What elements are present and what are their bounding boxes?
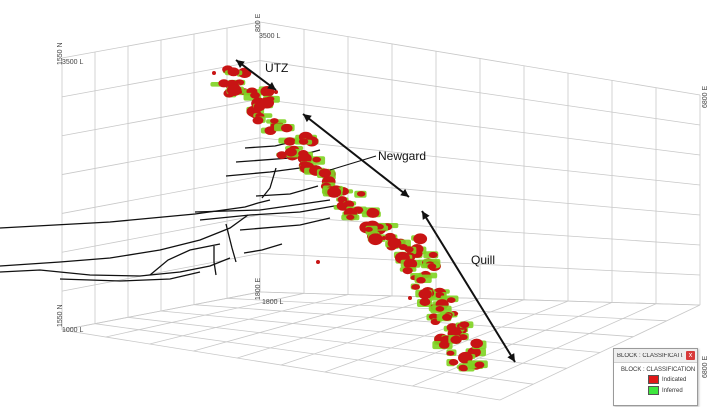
- close-icon[interactable]: x: [686, 351, 695, 360]
- newgard-arrow: [302, 113, 410, 198]
- axis-label-top-center-elev: 3500 L: [259, 33, 281, 40]
- zone-arrows: [235, 59, 516, 363]
- ore-block-model: [210, 65, 488, 372]
- legend-label-inferred: Inferred: [662, 387, 683, 394]
- axis-label-mid-center-east: 1800 E: [255, 277, 262, 300]
- axis-label-top-center-east: 800 E: [255, 13, 262, 32]
- axis-label-mid-center-elev: 1800 L: [262, 299, 284, 306]
- legend-swatch-indicated: [648, 375, 659, 384]
- legend-title: BLOCK : CLASSIFICATI...: [617, 352, 683, 359]
- arrowheads: [236, 60, 515, 362]
- utz-arrow: [235, 59, 277, 91]
- grid-box: [61, 21, 701, 401]
- axis-label-left-top-north: 1550 N: [57, 42, 64, 65]
- newgard-pointer: [329, 155, 377, 171]
- legend-item-inferred: Inferred: [648, 386, 697, 395]
- axis-label-left-bottom-north: 1550 N: [57, 304, 64, 327]
- legend-swatch-inferred: [648, 386, 659, 395]
- mine-workings: [0, 139, 341, 282]
- label-quill: Quill: [471, 253, 495, 267]
- quill-arrow: [421, 210, 516, 363]
- label-newgard: Newgard: [378, 149, 426, 163]
- axis-label-right-top-east: 6800 E: [702, 85, 709, 108]
- legend-header[interactable]: BLOCK : CLASSIFICATI... x: [614, 349, 697, 363]
- axis-label-right-bottom-east: 6800 E: [702, 355, 709, 378]
- legend-panel[interactable]: BLOCK : CLASSIFICATI... x BLOCK : CLASSI…: [613, 348, 698, 406]
- legend-item-indicated: Indicated: [648, 375, 697, 384]
- label-utz: UTZ: [265, 61, 288, 75]
- legend-label-indicated: Indicated: [662, 376, 687, 383]
- legend-subtitle: BLOCK : CLASSIFICATION: [621, 367, 696, 373]
- axis-label-left-top-elev: 3500 L: [62, 59, 84, 66]
- axis-label-left-bottom-elev: 1000 L: [62, 327, 84, 334]
